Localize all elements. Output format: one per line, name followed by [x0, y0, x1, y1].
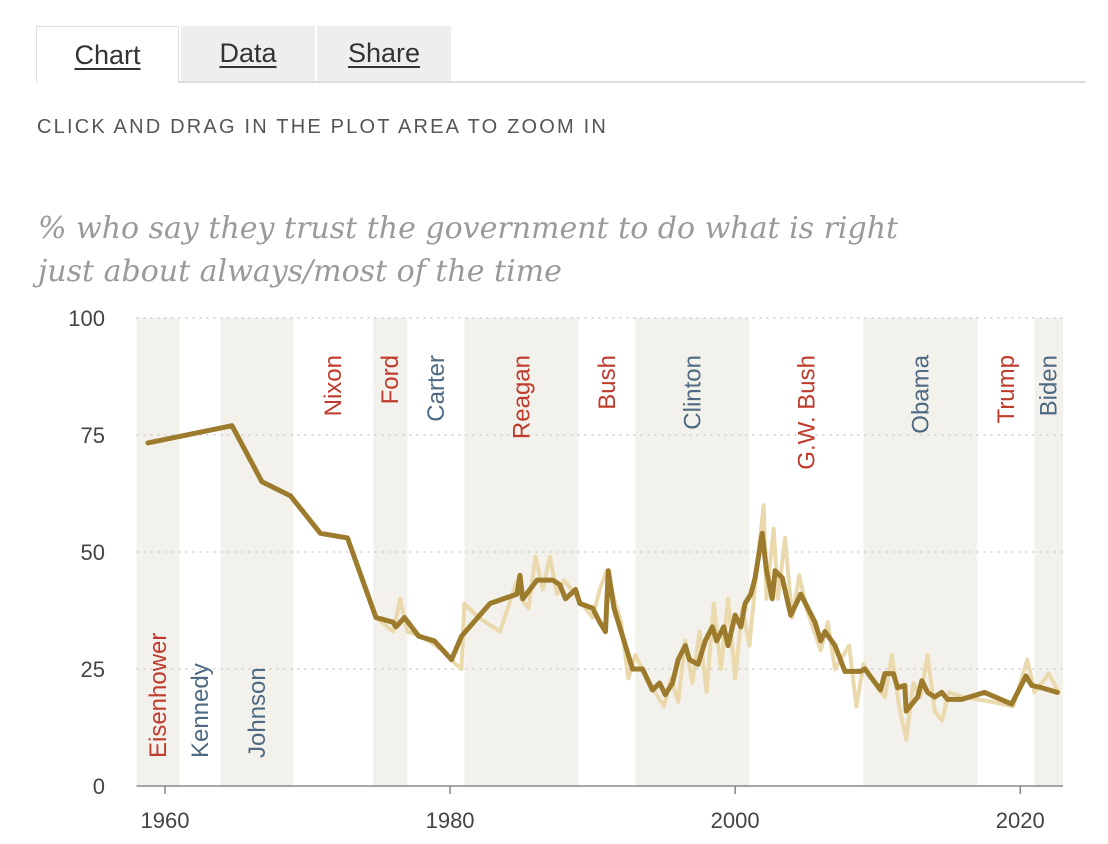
president-label: Kennedy	[187, 663, 214, 758]
tab[interactable]: Data	[181, 26, 315, 81]
tab[interactable]: Share	[317, 26, 451, 81]
y-tick-label: 25	[81, 657, 105, 682]
y-tick-label: 50	[81, 540, 105, 565]
tab[interactable]: Chart	[36, 26, 179, 83]
trend-line	[145, 423, 1060, 714]
president-label: Carter	[423, 355, 450, 422]
president-label: Eisenhower	[145, 633, 172, 758]
x-tick-label: 2000	[711, 808, 760, 833]
president-label: Biden	[1036, 355, 1063, 416]
y-tick-label: 0	[93, 774, 105, 799]
president-label: Johnson	[244, 667, 271, 758]
x-tick-label: 2020	[996, 808, 1045, 833]
tab-bar: Chart Data Share	[36, 26, 1086, 83]
chart-title: % who say they trust the government to d…	[32, 211, 899, 289]
term-band	[1034, 318, 1063, 786]
instruction: CLICK AND DRAG IN THE PLOT AREA TO ZOOM …	[37, 116, 609, 138]
president-label: Ford	[377, 355, 404, 404]
y-tick-label: 100	[68, 306, 105, 331]
president-label: Obama	[907, 354, 934, 433]
term-band	[863, 318, 978, 786]
president-label: Reagan	[508, 355, 535, 439]
president-label: Bush	[594, 355, 621, 410]
term-band	[464, 318, 579, 786]
president-label: Nixon	[320, 355, 347, 416]
y-tick-label: 75	[81, 423, 105, 448]
president-label: G.W. Bush	[793, 355, 820, 470]
president-label: Trump	[993, 355, 1020, 423]
term-band	[635, 318, 750, 786]
x-tick-label: 1980	[426, 808, 475, 833]
president-label: Clinton	[679, 355, 706, 430]
x-tick-label: 1960	[141, 808, 190, 833]
